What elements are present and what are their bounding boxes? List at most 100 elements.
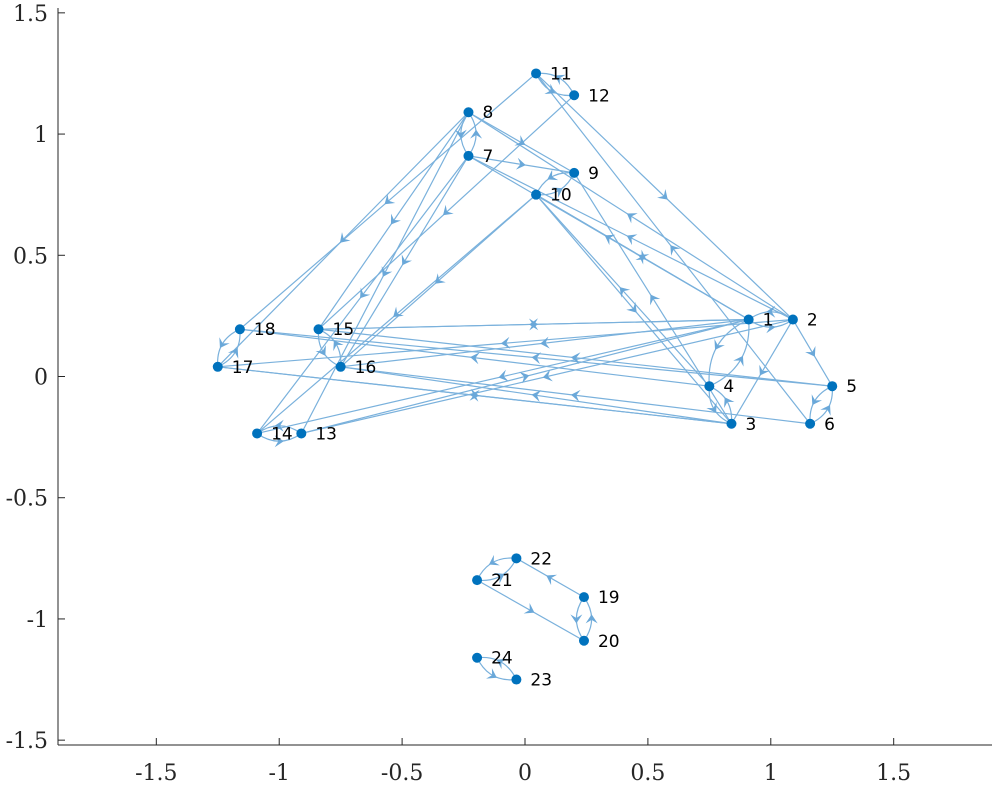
arrowhead-6-11: [670, 245, 681, 256]
node-label-8: 8: [482, 103, 493, 123]
arrowhead-8-17: [339, 232, 351, 243]
node-label-18: 18: [254, 320, 276, 340]
arrowhead-12-11: [555, 74, 566, 86]
node-2: [787, 314, 798, 325]
arrowhead-24-23: [486, 668, 497, 679]
node-label-15: 15: [333, 320, 355, 340]
arrowhead-18-17: [219, 337, 230, 349]
arrowhead-3-4: [724, 397, 735, 409]
node-label-17: 17: [232, 358, 254, 378]
arrowhead-10-9: [552, 187, 563, 198]
arrowhead-3-16: [531, 390, 542, 402]
arrowhead-2-17: [500, 336, 511, 349]
node-label-2: 2: [807, 311, 818, 331]
node-18: [234, 324, 245, 335]
node-label-11: 11: [550, 64, 572, 84]
arrowhead-1-2: [766, 321, 776, 334]
arrowhead-21-20: [523, 603, 535, 614]
node-label-12: 12: [588, 86, 610, 106]
arrowhead-1-14: [498, 369, 509, 382]
arrowhead-9-10: [547, 169, 559, 181]
arrowhead-1-7: [604, 234, 616, 246]
node-13: [296, 428, 307, 439]
node-19: [578, 592, 589, 603]
arrowhead-7-14: [360, 287, 371, 299]
x-tick-label: -1.5: [135, 761, 177, 786]
node-label-24: 24: [491, 649, 513, 669]
y-ticks: 1.5 1 0.5 0 -0.5 -1 -1.5: [6, 2, 65, 754]
arrowhead-11-2: [657, 189, 668, 200]
arrowhead-2-5: [805, 345, 816, 357]
node-16: [335, 361, 346, 372]
node-label-9: 9: [588, 164, 599, 184]
x-tick-label: 0.5: [630, 761, 665, 786]
arrowhead-layer: [219, 74, 831, 679]
node-label-23: 23: [530, 671, 552, 691]
arrowhead-4-18: [470, 352, 480, 365]
arrowhead-4-3: [706, 401, 717, 413]
y-tick-label: 1: [34, 123, 48, 148]
node-15: [313, 324, 324, 335]
arrowhead-3-9: [650, 294, 661, 306]
node-5: [827, 381, 838, 392]
node-4: [704, 381, 715, 392]
arrowhead-23-24: [496, 658, 508, 670]
arrowhead-10-3: [626, 301, 637, 313]
node-10: [531, 189, 542, 200]
arrowhead-19-20: [570, 614, 583, 624]
arrowhead-15-1: [528, 318, 539, 331]
arrowhead-4-10: [619, 287, 631, 298]
node-1: [743, 314, 754, 325]
arrowhead-16-15: [333, 340, 344, 352]
node-label-20: 20: [598, 632, 620, 652]
node-label-22: 22: [530, 549, 552, 569]
x-ticks: -1.5 -1 -0.5 0 0.5 1 1.5: [135, 738, 911, 786]
arrowhead-7-9: [515, 157, 526, 170]
arrowhead-15-16: [315, 344, 326, 356]
y-tick-label: -1: [27, 608, 48, 633]
arrowhead-10-1: [635, 249, 647, 260]
node-8: [463, 107, 474, 118]
node-label-6: 6: [824, 415, 835, 435]
node-label-10: 10: [550, 186, 572, 206]
arrowhead-11-12: [544, 83, 556, 95]
arrowhead-17-18: [227, 348, 239, 359]
y-tick-label: 0.5: [13, 244, 48, 269]
node-label-7: 7: [482, 147, 493, 167]
arrowhead-8-9: [514, 135, 526, 146]
arrowhead-6-16: [570, 389, 581, 402]
arrowhead-5-15: [570, 352, 581, 365]
arrowhead-8-15: [390, 213, 401, 225]
arrowhead-19-22: [546, 574, 558, 586]
arrowhead-20-19: [585, 614, 598, 624]
node-23: [511, 674, 522, 685]
arrowhead-11-18: [384, 193, 396, 205]
arrowhead-8-7: [454, 129, 467, 139]
x-tick-label: -0.5: [381, 761, 423, 786]
node-22: [511, 553, 522, 564]
arrowhead-2-8: [626, 213, 638, 224]
x-tick-label: 1.5: [876, 761, 911, 786]
node-3: [726, 418, 737, 429]
node-17: [212, 361, 223, 372]
arrowhead-2-7: [626, 234, 638, 246]
y-tick-label: -1.5: [6, 729, 48, 754]
y-tick-label: 0: [34, 366, 48, 391]
arrowhead-1-4: [714, 339, 725, 350]
arrowhead-1-16: [540, 336, 550, 349]
node-24: [472, 652, 483, 663]
node-label-1: 1: [763, 311, 774, 331]
node-label-4: 4: [723, 377, 734, 397]
arrowhead-5-18: [531, 352, 542, 365]
arrowhead-10-16: [434, 273, 446, 284]
node-layer: [212, 68, 838, 685]
arrowhead-6-5: [820, 404, 831, 416]
node-label-13: 13: [315, 424, 337, 444]
arrowhead-13-1: [519, 371, 530, 384]
node-11: [531, 68, 542, 79]
arrowhead-2-13: [542, 369, 553, 382]
arrowhead-13-14: [274, 419, 284, 432]
node-label-5: 5: [846, 377, 857, 397]
x-tick-label: -1: [268, 761, 289, 786]
